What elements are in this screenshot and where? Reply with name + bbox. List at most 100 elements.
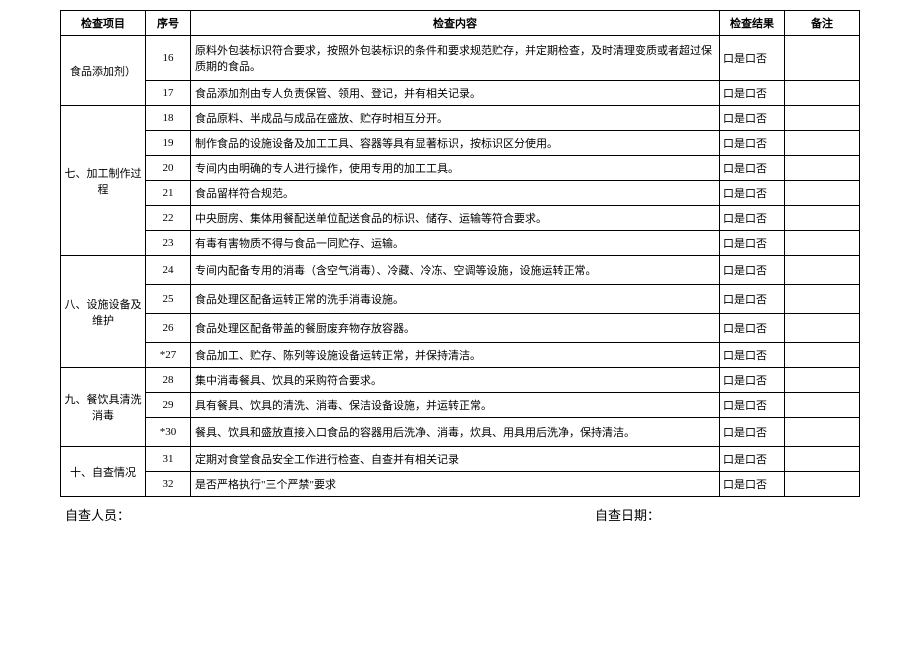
- result-cell: 口是口否: [720, 285, 785, 314]
- content-cell: 食品处理区配备运转正常的洗手消毒设施。: [191, 285, 720, 314]
- header-result: 检查结果: [720, 11, 785, 36]
- content-cell: 专间内配备专用的消毒（含空气消毒）、冷藏、冷冻、空调等设施，设施运转正常。: [191, 256, 720, 285]
- content-cell: 集中消毒餐具、饮具的采购符合要求。: [191, 368, 720, 393]
- remark-cell: [785, 206, 860, 231]
- remark-cell: [785, 36, 860, 81]
- remark-cell: [785, 447, 860, 472]
- seq-cell: 26: [146, 314, 191, 343]
- result-cell: 口是口否: [720, 447, 785, 472]
- seq-cell: 25: [146, 285, 191, 314]
- table-row: 26 食品处理区配备带盖的餐厨废弃物存放容器。 口是口否: [61, 314, 860, 343]
- table-row: *27 食品加工、贮存、陈列等设施设备运转正常，并保持清洁。 口是口否: [61, 343, 860, 368]
- remark-cell: [785, 343, 860, 368]
- remark-cell: [785, 231, 860, 256]
- seq-cell: 20: [146, 156, 191, 181]
- content-cell: 中央厨房、集体用餐配送单位配送食品的标识、储存、运输等符合要求。: [191, 206, 720, 231]
- result-cell: 口是口否: [720, 343, 785, 368]
- remark-cell: [785, 181, 860, 206]
- table-row: 20 专间内由明确的专人进行操作，使用专用的加工工具。 口是口否: [61, 156, 860, 181]
- content-cell: 具有餐具、饮具的清洗、消毒、保洁设备设施，并运转正常。: [191, 393, 720, 418]
- remark-cell: [785, 285, 860, 314]
- content-cell: 食品加工、贮存、陈列等设施设备运转正常，并保持清洁。: [191, 343, 720, 368]
- category-cell: 九、餐饮具清洗消毒: [61, 368, 146, 447]
- result-cell: 口是口否: [720, 393, 785, 418]
- category-cell: 八、设施设备及维护: [61, 256, 146, 368]
- result-cell: 口是口否: [720, 314, 785, 343]
- seq-cell: 22: [146, 206, 191, 231]
- seq-cell: 28: [146, 368, 191, 393]
- remark-cell: [785, 314, 860, 343]
- table-row: *30 餐具、饮具和盛放直接入口食品的容器用后洗净、消毒，炊具、用具用后洗净，保…: [61, 418, 860, 447]
- seq-cell: 32: [146, 472, 191, 497]
- content-cell: 食品留样符合规范。: [191, 181, 720, 206]
- seq-cell: 17: [146, 81, 191, 106]
- remark-cell: [785, 156, 860, 181]
- table-row: 食品添加剂） 16 原料外包装标识符合要求，按照外包装标识的条件和要求规范贮存，…: [61, 36, 860, 81]
- footer-inspector: 自查人员：: [65, 505, 595, 524]
- table-row: 25 食品处理区配备运转正常的洗手消毒设施。 口是口否: [61, 285, 860, 314]
- content-cell: 定期对食堂食品安全工作进行检查、自查并有相关记录: [191, 447, 720, 472]
- table-row: 21 食品留样符合规范。 口是口否: [61, 181, 860, 206]
- result-cell: 口是口否: [720, 368, 785, 393]
- result-cell: 口是口否: [720, 256, 785, 285]
- seq-cell: 21: [146, 181, 191, 206]
- result-cell: 口是口否: [720, 156, 785, 181]
- table-row: 29 具有餐具、饮具的清洗、消毒、保洁设备设施，并运转正常。 口是口否: [61, 393, 860, 418]
- seq-cell: 31: [146, 447, 191, 472]
- table-row: 十、自查情况 31 定期对食堂食品安全工作进行检查、自查并有相关记录 口是口否: [61, 447, 860, 472]
- seq-cell: 29: [146, 393, 191, 418]
- table-row: 17 食品添加剂由专人负责保管、领用、登记，并有相关记录。 口是口否: [61, 81, 860, 106]
- seq-cell: *30: [146, 418, 191, 447]
- result-cell: 口是口否: [720, 206, 785, 231]
- result-cell: 口是口否: [720, 131, 785, 156]
- header-row: 检查项目 序号 检查内容 检查结果 备注: [61, 11, 860, 36]
- category-cell: 食品添加剂）: [61, 36, 146, 106]
- header-category: 检查项目: [61, 11, 146, 36]
- seq-cell: 24: [146, 256, 191, 285]
- footer: 自查人员： 自查日期：: [60, 505, 860, 524]
- content-cell: 有毒有害物质不得与食品一同贮存、运输。: [191, 231, 720, 256]
- result-cell: 口是口否: [720, 106, 785, 131]
- content-cell: 食品添加剂由专人负责保管、领用、登记，并有相关记录。: [191, 81, 720, 106]
- remark-cell: [785, 368, 860, 393]
- content-cell: 食品原料、半成品与成品在盛放、贮存时相互分开。: [191, 106, 720, 131]
- inspection-table: 检查项目 序号 检查内容 检查结果 备注 食品添加剂） 16 原料外包装标识符合…: [60, 10, 860, 497]
- remark-cell: [785, 81, 860, 106]
- seq-cell: 23: [146, 231, 191, 256]
- category-cell: 七、加工制作过程: [61, 106, 146, 256]
- remark-cell: [785, 418, 860, 447]
- seq-cell: 16: [146, 36, 191, 81]
- result-cell: 口是口否: [720, 418, 785, 447]
- remark-cell: [785, 393, 860, 418]
- result-cell: 口是口否: [720, 472, 785, 497]
- table-row: 七、加工制作过程 18 食品原料、半成品与成品在盛放、贮存时相互分开。 口是口否: [61, 106, 860, 131]
- content-cell: 餐具、饮具和盛放直接入口食品的容器用后洗净、消毒，炊具、用具用后洗净，保持清洁。: [191, 418, 720, 447]
- content-cell: 制作食品的设施设备及加工工具、容器等具有显著标识，按标识区分使用。: [191, 131, 720, 156]
- category-cell: 十、自查情况: [61, 447, 146, 497]
- header-content: 检查内容: [191, 11, 720, 36]
- table-row: 八、设施设备及维护 24 专间内配备专用的消毒（含空气消毒）、冷藏、冷冻、空调等…: [61, 256, 860, 285]
- table-row: 19 制作食品的设施设备及加工工具、容器等具有显著标识，按标识区分使用。 口是口…: [61, 131, 860, 156]
- result-cell: 口是口否: [720, 231, 785, 256]
- seq-cell: 19: [146, 131, 191, 156]
- remark-cell: [785, 472, 860, 497]
- header-remark: 备注: [785, 11, 860, 36]
- table-row: 32 是否严格执行"三个严禁"要求 口是口否: [61, 472, 860, 497]
- seq-cell: *27: [146, 343, 191, 368]
- result-cell: 口是口否: [720, 81, 785, 106]
- header-seq: 序号: [146, 11, 191, 36]
- content-cell: 食品处理区配备带盖的餐厨废弃物存放容器。: [191, 314, 720, 343]
- table-row: 23 有毒有害物质不得与食品一同贮存、运输。 口是口否: [61, 231, 860, 256]
- table-row: 22 中央厨房、集体用餐配送单位配送食品的标识、储存、运输等符合要求。 口是口否: [61, 206, 860, 231]
- footer-date: 自查日期：: [595, 505, 860, 524]
- result-cell: 口是口否: [720, 181, 785, 206]
- result-cell: 口是口否: [720, 36, 785, 81]
- content-cell: 原料外包装标识符合要求，按照外包装标识的条件和要求规范贮存，并定期检查，及时清理…: [191, 36, 720, 81]
- remark-cell: [785, 131, 860, 156]
- seq-cell: 18: [146, 106, 191, 131]
- content-cell: 专间内由明确的专人进行操作，使用专用的加工工具。: [191, 156, 720, 181]
- table-row: 九、餐饮具清洗消毒 28 集中消毒餐具、饮具的采购符合要求。 口是口否: [61, 368, 860, 393]
- content-cell: 是否严格执行"三个严禁"要求: [191, 472, 720, 497]
- remark-cell: [785, 256, 860, 285]
- remark-cell: [785, 106, 860, 131]
